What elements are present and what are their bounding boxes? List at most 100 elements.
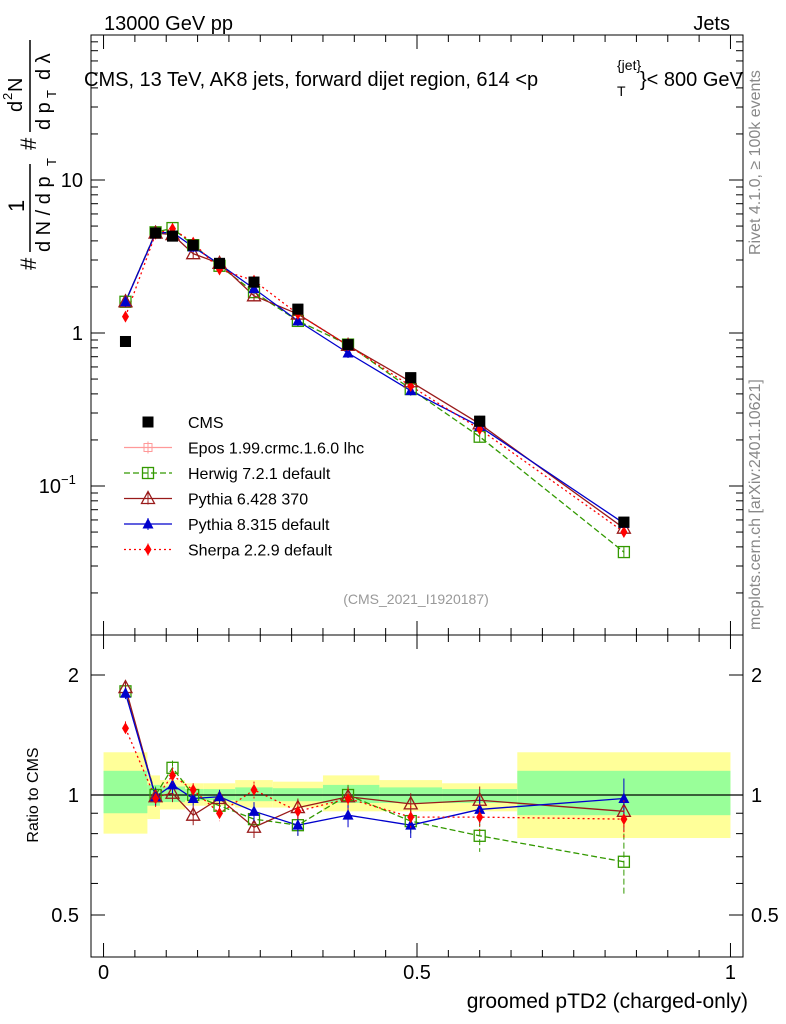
legend-label-cms: CMS — [188, 415, 224, 432]
main-line-herwig — [124, 227, 625, 553]
legend-label-pythia8: Pythia 8.315 default — [188, 517, 330, 534]
y-label-N: N — [5, 78, 27, 92]
ratio-point-pythia8 — [618, 792, 630, 803]
main-point-sherpa — [121, 310, 129, 323]
ratio-point-pythia8 — [167, 778, 178, 790]
main-point-cms-top — [248, 276, 260, 288]
y-label-dp-sub: T — [44, 90, 59, 98]
main-point-cms-top — [618, 516, 630, 528]
ratio-point-sherpa — [121, 722, 129, 735]
ratio-point-sherpa — [476, 811, 484, 824]
main-y-axis-label: # 1 d N / d p T # d 2 N d p T d λ — [0, 40, 59, 270]
y-label-dN-den: d N / d p — [33, 176, 55, 252]
main-point-cms-top — [167, 230, 178, 242]
legend-marker-pythia8 — [142, 518, 154, 529]
ratio-point-sherpa — [216, 807, 224, 820]
legend-marker-herwig — [141, 466, 155, 480]
ratio-point-pythia6 — [164, 784, 181, 799]
y-label-dlambda: d λ — [33, 53, 55, 80]
ratio-point-pythia8 — [248, 805, 260, 816]
ratio-series-layer — [117, 679, 632, 896]
main-point-cms-top — [405, 372, 417, 384]
main-y-tick-label: 10 — [61, 170, 83, 192]
main-point-herwig — [617, 545, 631, 559]
legend-marker-pythia6 — [140, 490, 156, 505]
main-point-cms-top — [474, 415, 486, 427]
main-point-pythia6 — [246, 287, 262, 302]
x-tick-label: 1 — [725, 962, 736, 984]
ratio-y-tick-label-right: 2 — [751, 665, 762, 687]
ratio-point-sherpa — [152, 792, 160, 805]
plot-title-main: CMS, 13 TeV, AK8 jets, forward dijet reg… — [84, 69, 538, 91]
ratio-point-sherpa — [189, 783, 197, 796]
legend: CMS Epos 1.99.crmc.1.6.0 lhc Herwig 7.2.1 … — [124, 415, 364, 560]
y-label-one: 1 — [4, 200, 29, 212]
y-label-den-sub: T — [44, 158, 59, 166]
ratio-point-sherpa — [407, 811, 415, 824]
ratio-band-green — [103, 770, 148, 814]
ratio-y-tick-label-left: 0.5 — [51, 905, 79, 927]
ratio-line-sherpa — [124, 728, 624, 820]
legend-label-epos: Epos 1.99.crmc.1.6.0 lhc — [188, 441, 364, 458]
energy-label: 13000 GeV pp — [104, 13, 233, 35]
main-point-cms-top — [342, 339, 354, 351]
y-label-d2-sup: 2 — [0, 93, 15, 100]
x-axis-label: groomed pTD2 (charged-only) — [467, 990, 748, 1013]
ratio-point-pythia8 — [474, 803, 486, 814]
main-line-pythia6 — [124, 232, 625, 529]
ratio-point-pythia8 — [405, 819, 417, 830]
ratio-y-tick-label-right: 0.5 — [751, 905, 779, 927]
plot-title-sup: {jet} — [617, 57, 641, 73]
y-label-d2: d — [5, 101, 27, 112]
ratio-point-sherpa — [250, 783, 258, 796]
ratio-y-tick-label-right: 1 — [751, 785, 762, 807]
ratio-point-pythia8 — [119, 687, 131, 698]
legend-marker-cms — [142, 416, 154, 428]
main-point-pythia6 — [185, 245, 201, 260]
main-point-pythia8 — [248, 282, 260, 294]
main-point-cms-top — [150, 227, 162, 239]
ratio-y-tick-label-left: 2 — [68, 665, 79, 687]
main-series-layer — [117, 221, 632, 559]
ratio-point-pythia8 — [342, 809, 354, 820]
ratio-y-tick-label-left: 1 — [68, 785, 79, 807]
plot-title-tail: }< 800 GeV — [640, 69, 744, 91]
y-label-hash2: # — [16, 137, 41, 150]
plot-title-sub: T — [617, 83, 626, 99]
ratio-point-herwig — [473, 829, 486, 842]
ratio-point-sherpa — [294, 805, 302, 818]
legend-label-herwig: Herwig 7.2.1 default — [188, 466, 331, 483]
main-point-sherpa — [620, 526, 628, 539]
mcplots-label: mcplots.cern.ch [arXiv:2401.10621] — [747, 379, 764, 630]
x-tick-label: 0.5 — [403, 962, 431, 984]
ratio-y-label: Ratio to CMS — [25, 747, 42, 842]
y-label-dp: d p — [33, 102, 55, 130]
legend-label-sherpa: Sherpa 2.2.9 default — [188, 543, 333, 560]
main-point-pythia8 — [342, 347, 354, 358]
ratio-point-sherpa — [344, 792, 352, 805]
ratio-point-pythia6 — [403, 795, 419, 810]
legend-marker-sherpa — [144, 543, 152, 556]
ratio-point-pythia8 — [187, 792, 199, 803]
ratio-point-pythia6 — [246, 818, 262, 833]
ratio-point-pythia8 — [214, 790, 226, 802]
ratio-point-herwig — [617, 855, 631, 868]
ratio-point-sherpa — [169, 769, 176, 782]
main-y-tick-label: 10 — [39, 476, 61, 498]
main-point-cms-top — [119, 335, 131, 347]
main-point-cms-top — [214, 257, 226, 269]
main-y-tick-exponent: −1 — [61, 472, 76, 487]
main-point-pythia8 — [292, 314, 304, 326]
main-y-tick-label: 1 — [72, 323, 83, 345]
main-point-cms-top — [187, 239, 199, 251]
main-point-pythia8 — [119, 295, 131, 307]
main-line-sherpa — [124, 228, 625, 533]
main-point-cms-top — [292, 303, 304, 315]
y-label-hash1: # — [16, 257, 41, 270]
analysis-id: (CMS_2021_I1920187) — [343, 591, 489, 607]
legend-label-pythia6: Pythia 6.428 370 — [188, 492, 308, 509]
plot-title: CMS, 13 TeV, AK8 jets, forward dijet reg… — [84, 69, 538, 91]
ratio-axis-ticks: 2 2 1 1 0.5 0.5 0 0.5 1 — [51, 635, 779, 984]
